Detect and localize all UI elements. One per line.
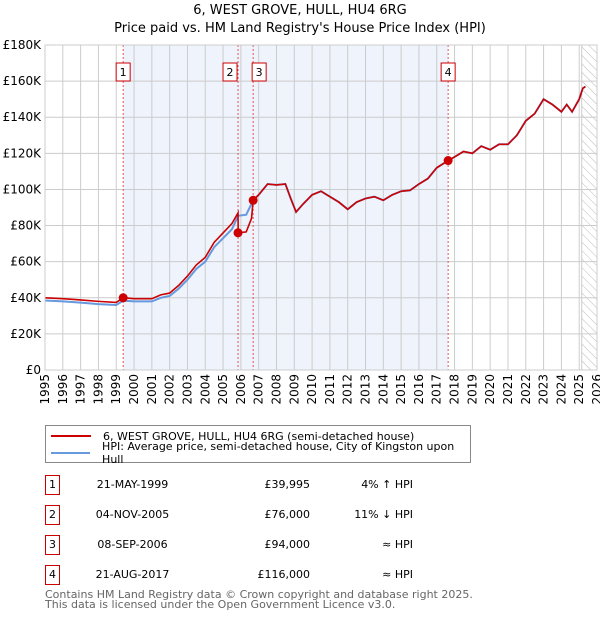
sale-date: 21-MAY-1999	[96, 478, 169, 491]
sale-date: 04-NOV-2005	[95, 508, 170, 521]
legend-label-hpi: HPI: Average price, semi-detached house,…	[102, 440, 455, 466]
chart-subtitle: Price paid vs. HM Land Registry's House …	[114, 21, 486, 36]
x-tick-label: 2023	[537, 374, 551, 405]
footer-line: Contains HM Land Registry data © Crown c…	[45, 588, 473, 601]
sale-marker-box	[251, 62, 267, 82]
sale-price: £94,000	[264, 538, 311, 551]
x-tick-label: 2001	[145, 374, 159, 405]
y-tick-label: £140K	[3, 110, 43, 124]
shaded-ownership-region	[123, 45, 449, 370]
sale-hpi-relation: 11% ↓ HPI	[354, 508, 413, 521]
legend-swatch-hpi	[51, 452, 91, 454]
sale-hpi-relation: ≈ HPI	[382, 538, 413, 551]
x-tick-label: 2007	[252, 374, 266, 405]
sale-marker-label: 4	[45, 565, 60, 585]
y-tick-label: £20K	[10, 327, 42, 341]
y-tick-label: £40K	[10, 291, 42, 305]
sale-row: 4 21-AUG-2017 £116,000 ≈ HPI	[45, 565, 465, 587]
x-tick-label: 2013	[359, 374, 373, 405]
sale-hpi-relation: 4% ↑ HPI	[361, 478, 413, 491]
x-tick-label: 2000	[127, 374, 141, 405]
hatched-future-region	[581, 44, 598, 371]
sale-row: 3 08-SEP-2006 £94,000 ≈ HPI	[45, 535, 465, 557]
x-tick-label: 2010	[305, 374, 319, 405]
y-tick-label: £180K	[3, 38, 43, 52]
sale-date: 21-AUG-2017	[95, 568, 170, 581]
sale-marker-label: 2	[45, 505, 60, 525]
sale-marker-label: 3	[45, 535, 60, 555]
legend-item-hpi: HPI: Average price, semi-detached house,…	[46, 440, 470, 466]
x-tick-label: 2026	[590, 374, 600, 405]
x-tick-label: 1995	[38, 374, 52, 405]
sale-marker-label: 1	[120, 66, 127, 79]
sale-price: £116,000	[257, 568, 311, 581]
sale-marker-label: 4	[445, 66, 452, 79]
legend-label-property: 6, WEST GROVE, HULL, HU4 6RG (semi-detac…	[103, 429, 415, 443]
x-tick-label: 2015	[394, 374, 408, 405]
y-tick-label: £120K	[3, 146, 43, 160]
y-tick-label: £160K	[3, 74, 43, 88]
sale-hpi-relation: ≈ HPI	[382, 568, 413, 581]
y-tick-label: £0	[26, 363, 41, 377]
x-tick-label: 2004	[198, 374, 212, 405]
x-tick-label: 2024	[554, 374, 568, 405]
x-tick-label: 2005	[216, 374, 230, 405]
legend-swatch-property	[51, 435, 91, 437]
sale-marker-label: 2	[227, 66, 234, 79]
x-tick-label: 2011	[323, 374, 337, 405]
x-tick-label: 2003	[180, 374, 194, 405]
chart-title: 6, WEST GROVE, HULL, HU4 6RG	[193, 3, 407, 18]
series-line-property	[44, 85, 586, 304]
sale-price: £76,000	[264, 508, 311, 521]
x-tick-label: 2002	[163, 374, 177, 405]
sale-marker-box	[440, 62, 456, 82]
x-tick-label: 1997	[74, 374, 88, 405]
x-tick-label: 2018	[448, 374, 462, 405]
y-tick-label: £60K	[10, 255, 42, 269]
legend-item-property: 6, WEST GROVE, HULL, HU4 6RG (semi-detac…	[46, 428, 414, 444]
x-tick-label: 2025	[572, 374, 586, 405]
sale-point	[118, 293, 128, 303]
x-tick-label: 2021	[501, 374, 515, 405]
y-tick-label: £80K	[10, 219, 42, 233]
sale-marker-label: 3	[256, 66, 263, 79]
x-tick-label: 1996	[56, 374, 70, 405]
sale-point	[248, 195, 258, 205]
sale-marker-label: 1	[45, 475, 60, 495]
legend: 6, WEST GROVE, HULL, HU4 6RG (semi-detac…	[45, 425, 471, 466]
sale-marker-box	[222, 62, 238, 82]
x-tick-label: 2009	[287, 374, 301, 405]
x-tick-label: 1998	[91, 374, 105, 405]
x-tick-label: 1999	[109, 374, 123, 405]
x-tick-label: 2020	[483, 374, 497, 405]
x-tick-label: 2017	[430, 374, 444, 405]
sale-point	[233, 228, 243, 238]
sale-row: 1 21-MAY-1999 £39,995 4% ↑ HPI	[45, 475, 465, 497]
sale-marker-box	[115, 62, 131, 82]
x-tick-label: 2014	[376, 374, 390, 405]
plot-frame	[44, 44, 598, 371]
x-tick-label: 2016	[412, 374, 426, 405]
sale-date: 08-SEP-2006	[97, 538, 168, 551]
sale-point	[443, 156, 453, 166]
x-tick-label: 2008	[269, 374, 283, 405]
price-chart: £0 £20K £40K £60K £80K £100K £120K £140K £160K £1…	[3, 38, 600, 405]
footer-line: This data is licensed under the Open Gov…	[45, 598, 396, 611]
x-tick-label: 2006	[234, 374, 248, 405]
x-tick-label: 2019	[465, 374, 479, 405]
y-tick-label: £100K	[3, 182, 43, 196]
sale-row: 2 04-NOV-2005 £76,000 11% ↓ HPI	[45, 505, 465, 527]
x-tick-label: 2012	[341, 374, 355, 405]
x-tick-label: 2022	[519, 374, 533, 405]
footer: Contains HM Land Registry data © Crown c…	[45, 588, 473, 611]
sale-price: £39,995	[264, 478, 311, 491]
